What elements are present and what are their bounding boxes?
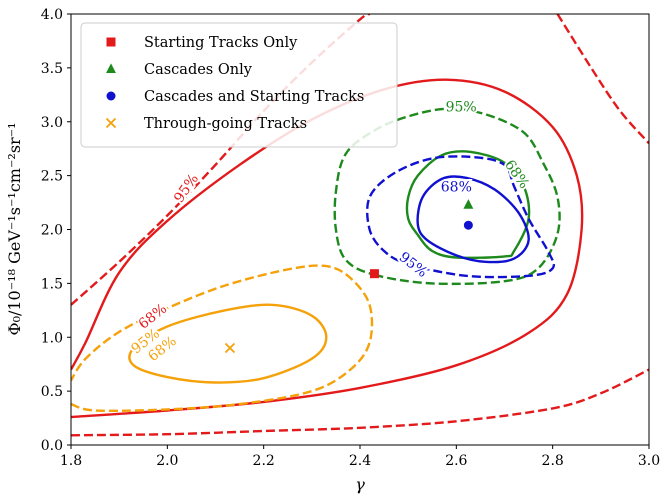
legend-label-3: Through-going Tracks [144,116,307,132]
x-tick-label-4: 2.6 [445,453,467,469]
contour-line-7 [366,155,556,279]
legend-marker-0 [106,37,116,47]
legend-box [80,22,398,148]
plot-contours [71,14,649,437]
y-tick-label-5: 2.5 [41,169,63,185]
contour-label-5: 68% [501,157,532,192]
best-fit-marker-2 [463,220,473,230]
x-tick-label-5: 2.8 [542,453,564,469]
contour-line-5 [333,107,561,286]
contour-line-0 [71,78,584,419]
x-tick-label-6: 3.0 [638,453,660,469]
x-tick-label-3: 2.4 [349,453,371,469]
contour-line-3 [556,14,649,145]
y-tick-label-3: 1.5 [41,276,63,292]
legend-marker-1 [106,63,116,74]
y-tick-label-8: 4.0 [41,7,63,23]
legend-label-0: Starting Tracks Only [144,35,298,51]
y-tick-label-7: 3.5 [41,61,63,77]
y-tick-label-1: 0.5 [41,384,63,400]
x-tick-label-1: 2.0 [156,453,178,469]
contour-label-4: 95% [446,100,477,116]
best-fit-marker-1 [463,199,474,209]
best-fit-marker-0 [369,269,379,279]
contour-label-6: 68% [441,179,472,195]
contour-label-7: 95% [396,249,430,281]
best-fit-marker-3 [224,342,236,354]
x-axis-title: γ [355,475,365,494]
contour-line-9 [71,264,374,413]
plot-best-fit-markers [224,199,474,354]
legend-marker-3 [105,117,117,129]
contour-line-4 [405,150,531,260]
legend: Starting Tracks Only Cascades Only Cascade… [80,22,398,148]
y-tick-label-4: 2.0 [41,223,63,239]
contour-line-2 [71,368,649,437]
y-tick-label-2: 1.0 [41,330,63,346]
y-axis: 0.0 0.5 1.0 1.5 2.0 2.5 3.0 3.5 4.0 [41,7,71,454]
x-axis: 1.8 2.0 2.2 2.4 2.6 2.8 3.0 [60,445,660,469]
legend-label-2: Cascades and Starting Tracks [144,89,364,105]
contour-line-8 [128,303,328,384]
y-axis-title: Φ₀/10⁻¹⁸ GeV⁻¹s⁻¹cm⁻²sr⁻¹ [5,122,24,335]
y-tick-label-6: 3.0 [41,115,63,131]
y-tick-label-0: 0.0 [41,438,63,454]
contour-line-6 [416,175,530,264]
x-tick-label-2: 2.2 [253,453,275,469]
x-tick-label-0: 1.8 [60,453,82,469]
legend-label-1: Cascades Only [144,62,253,78]
legend-marker-2 [106,91,116,101]
contour-label-0: 95% [171,171,202,206]
